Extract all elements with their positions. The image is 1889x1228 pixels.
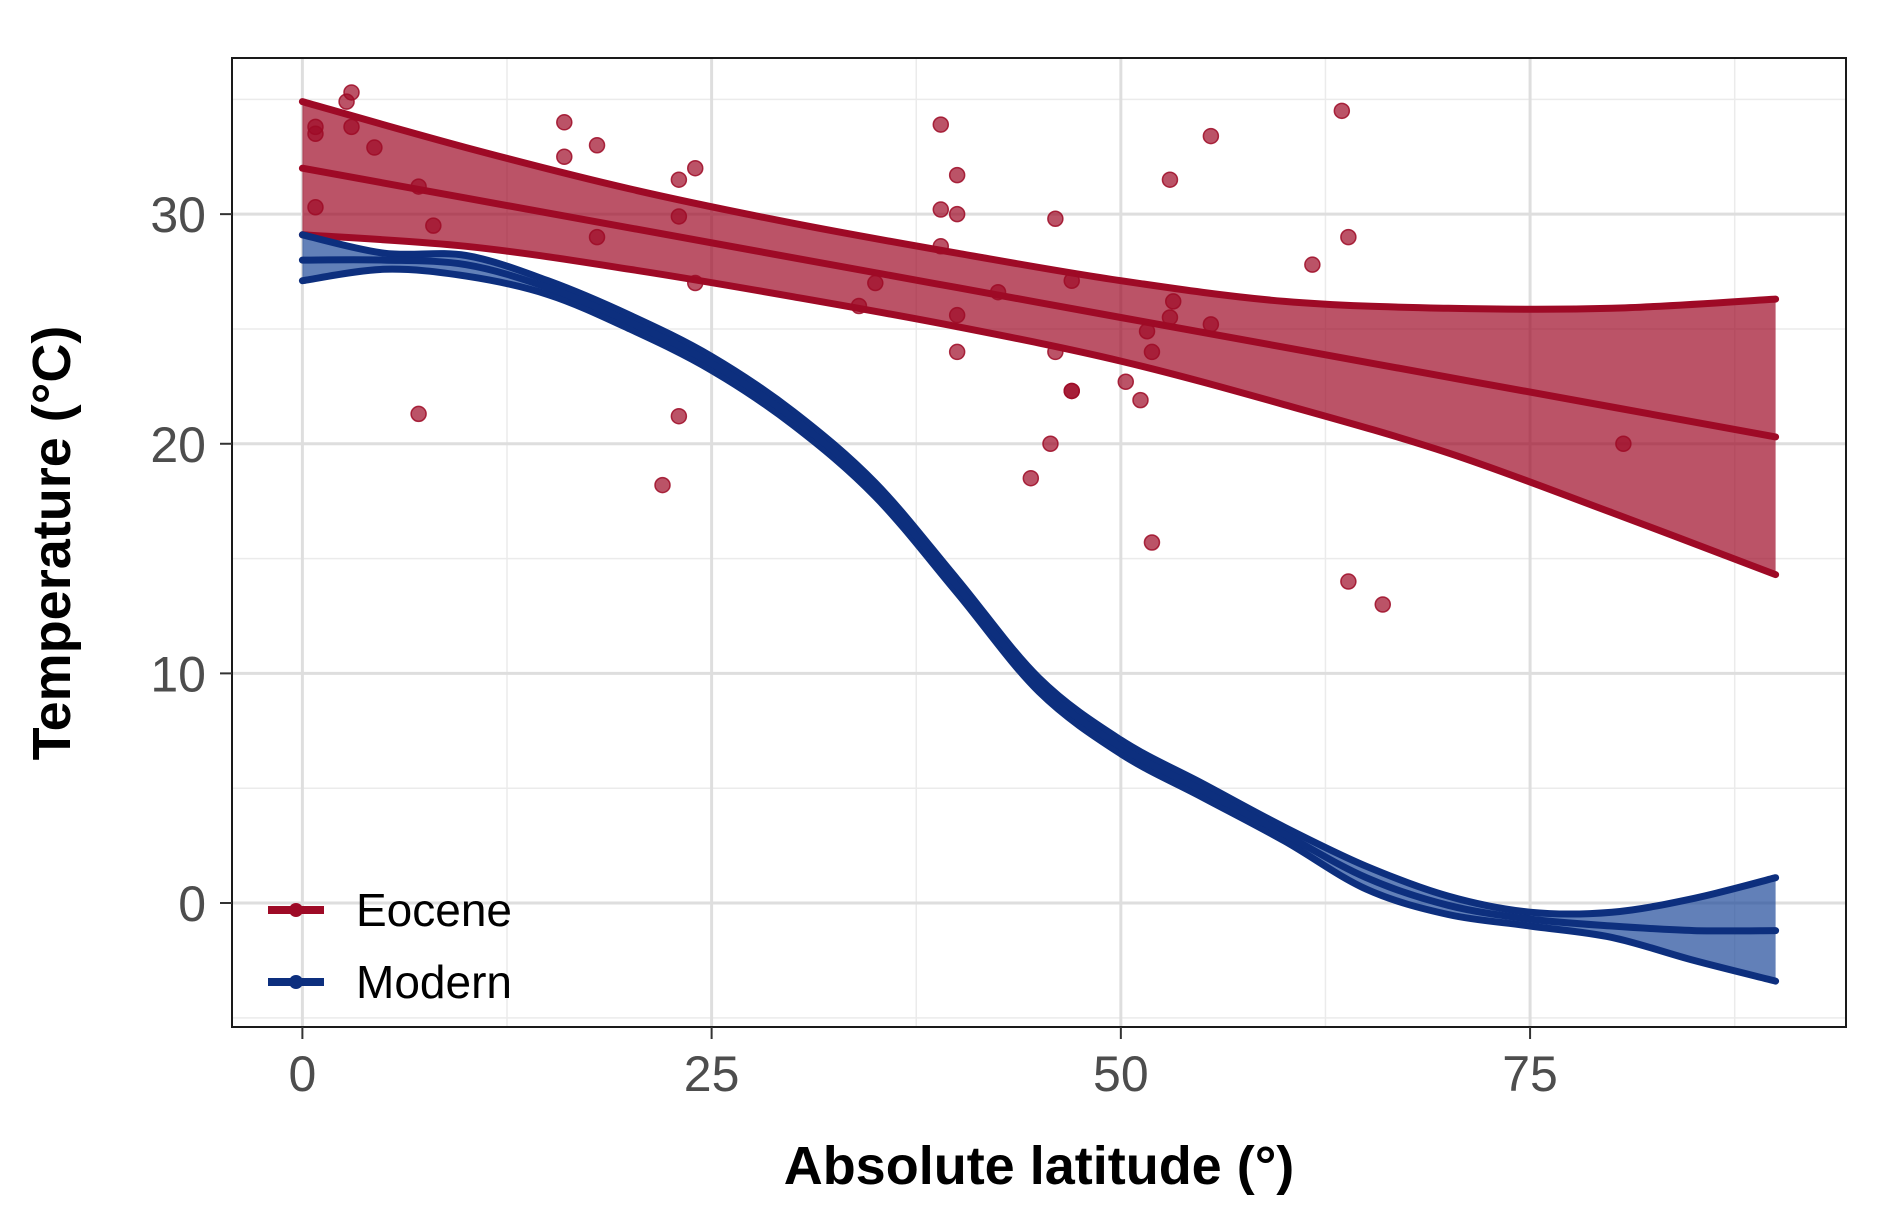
data-point-eocene [1164, 293, 1182, 310]
data-point-eocene [1143, 534, 1161, 551]
data-point-eocene [410, 178, 427, 195]
data-point-eocene [932, 201, 950, 218]
data-point-eocene [343, 84, 360, 101]
data-point-eocene [343, 118, 360, 136]
data-point-eocene [588, 228, 606, 246]
data-point-eocene [948, 205, 966, 223]
data-point-eocene [1047, 343, 1064, 361]
confidence-band [302, 101, 1776, 575]
legend-key-point-eocene [289, 903, 303, 917]
data-point-eocene [410, 405, 427, 423]
y-tick-label: 20 [150, 417, 206, 473]
data-point-eocene [307, 125, 324, 143]
x-tick-label: 25 [684, 1046, 740, 1102]
data-point-eocene [588, 137, 606, 154]
data-point-eocene [1615, 435, 1632, 453]
data-point-eocene [1022, 469, 1040, 487]
legend-label-modern: Modern [356, 956, 512, 1008]
data-point-eocene [1161, 309, 1179, 326]
data-point-eocene [948, 166, 966, 184]
data-point-eocene [654, 476, 671, 494]
data-point-eocene [989, 283, 1007, 301]
data-point-eocene [932, 116, 950, 133]
legend-label-eocene: Eocene [356, 884, 512, 936]
x-tick-label: 50 [1093, 1046, 1149, 1102]
data-point-eocene [1063, 382, 1080, 400]
data-point-eocene [1138, 322, 1156, 340]
eocene-series [298, 84, 1780, 613]
x-tick-label: 75 [1502, 1046, 1558, 1102]
data-point-eocene [1042, 435, 1059, 453]
data-point-eocene [425, 217, 442, 234]
data-point-eocene [1333, 102, 1351, 120]
legend-item-eocene: Eocene [268, 884, 512, 936]
data-point-eocene [1340, 228, 1357, 246]
legend-key-point-modern [289, 975, 303, 989]
data-point-eocene [556, 148, 573, 165]
modern-series [298, 231, 1780, 985]
data-point-eocene [932, 238, 950, 255]
data-point-eocene [366, 139, 383, 156]
data-point-eocene [556, 114, 573, 131]
fit-line [298, 164, 1780, 441]
data-point-eocene [686, 274, 704, 292]
legend: Eocene Modern [268, 884, 512, 1008]
fit-line [298, 256, 1780, 935]
data-point-eocene [948, 343, 966, 361]
upper-bound-line [298, 98, 1780, 313]
data-point-eocene [670, 208, 688, 225]
lower-bound-line [298, 231, 1780, 579]
legend-item-modern: Modern [268, 956, 512, 1008]
data-point-eocene [1143, 343, 1161, 361]
x-tick-label: 0 [288, 1046, 316, 1102]
data-point-eocene [1161, 171, 1179, 188]
data-point-eocene [307, 199, 324, 216]
x-axis: 0 25 50 75 [288, 1027, 1558, 1102]
data-point-eocene [1202, 127, 1220, 145]
data-point-eocene [1117, 373, 1135, 391]
data-point-eocene [1374, 596, 1392, 613]
data-point-eocene [686, 159, 704, 177]
upper-bound-line [298, 231, 1780, 918]
data-point-eocene [1063, 272, 1080, 289]
lower-bound-line [298, 265, 1780, 985]
y-axis: 0 10 20 30 [150, 187, 232, 932]
x-axis-title: Absolute latitude (°) [784, 1136, 1295, 1196]
data-point-eocene [1304, 256, 1321, 273]
data-point-eocene [948, 306, 966, 324]
data-point-eocene [670, 407, 688, 425]
y-tick-label: 30 [150, 187, 206, 243]
data-point-eocene [1047, 210, 1064, 227]
data-point-eocene [670, 171, 688, 188]
y-axis-title: Temperature (°C) [22, 326, 82, 761]
data-point-eocene [1202, 316, 1220, 333]
y-tick-label: 0 [178, 876, 206, 932]
data-point-eocene [1340, 573, 1357, 590]
data-point-eocene [867, 274, 884, 292]
y-tick-label: 10 [150, 646, 206, 702]
plot-border [231, 57, 1847, 1028]
data-point-eocene [850, 297, 868, 315]
data-point-eocene [1132, 391, 1149, 409]
